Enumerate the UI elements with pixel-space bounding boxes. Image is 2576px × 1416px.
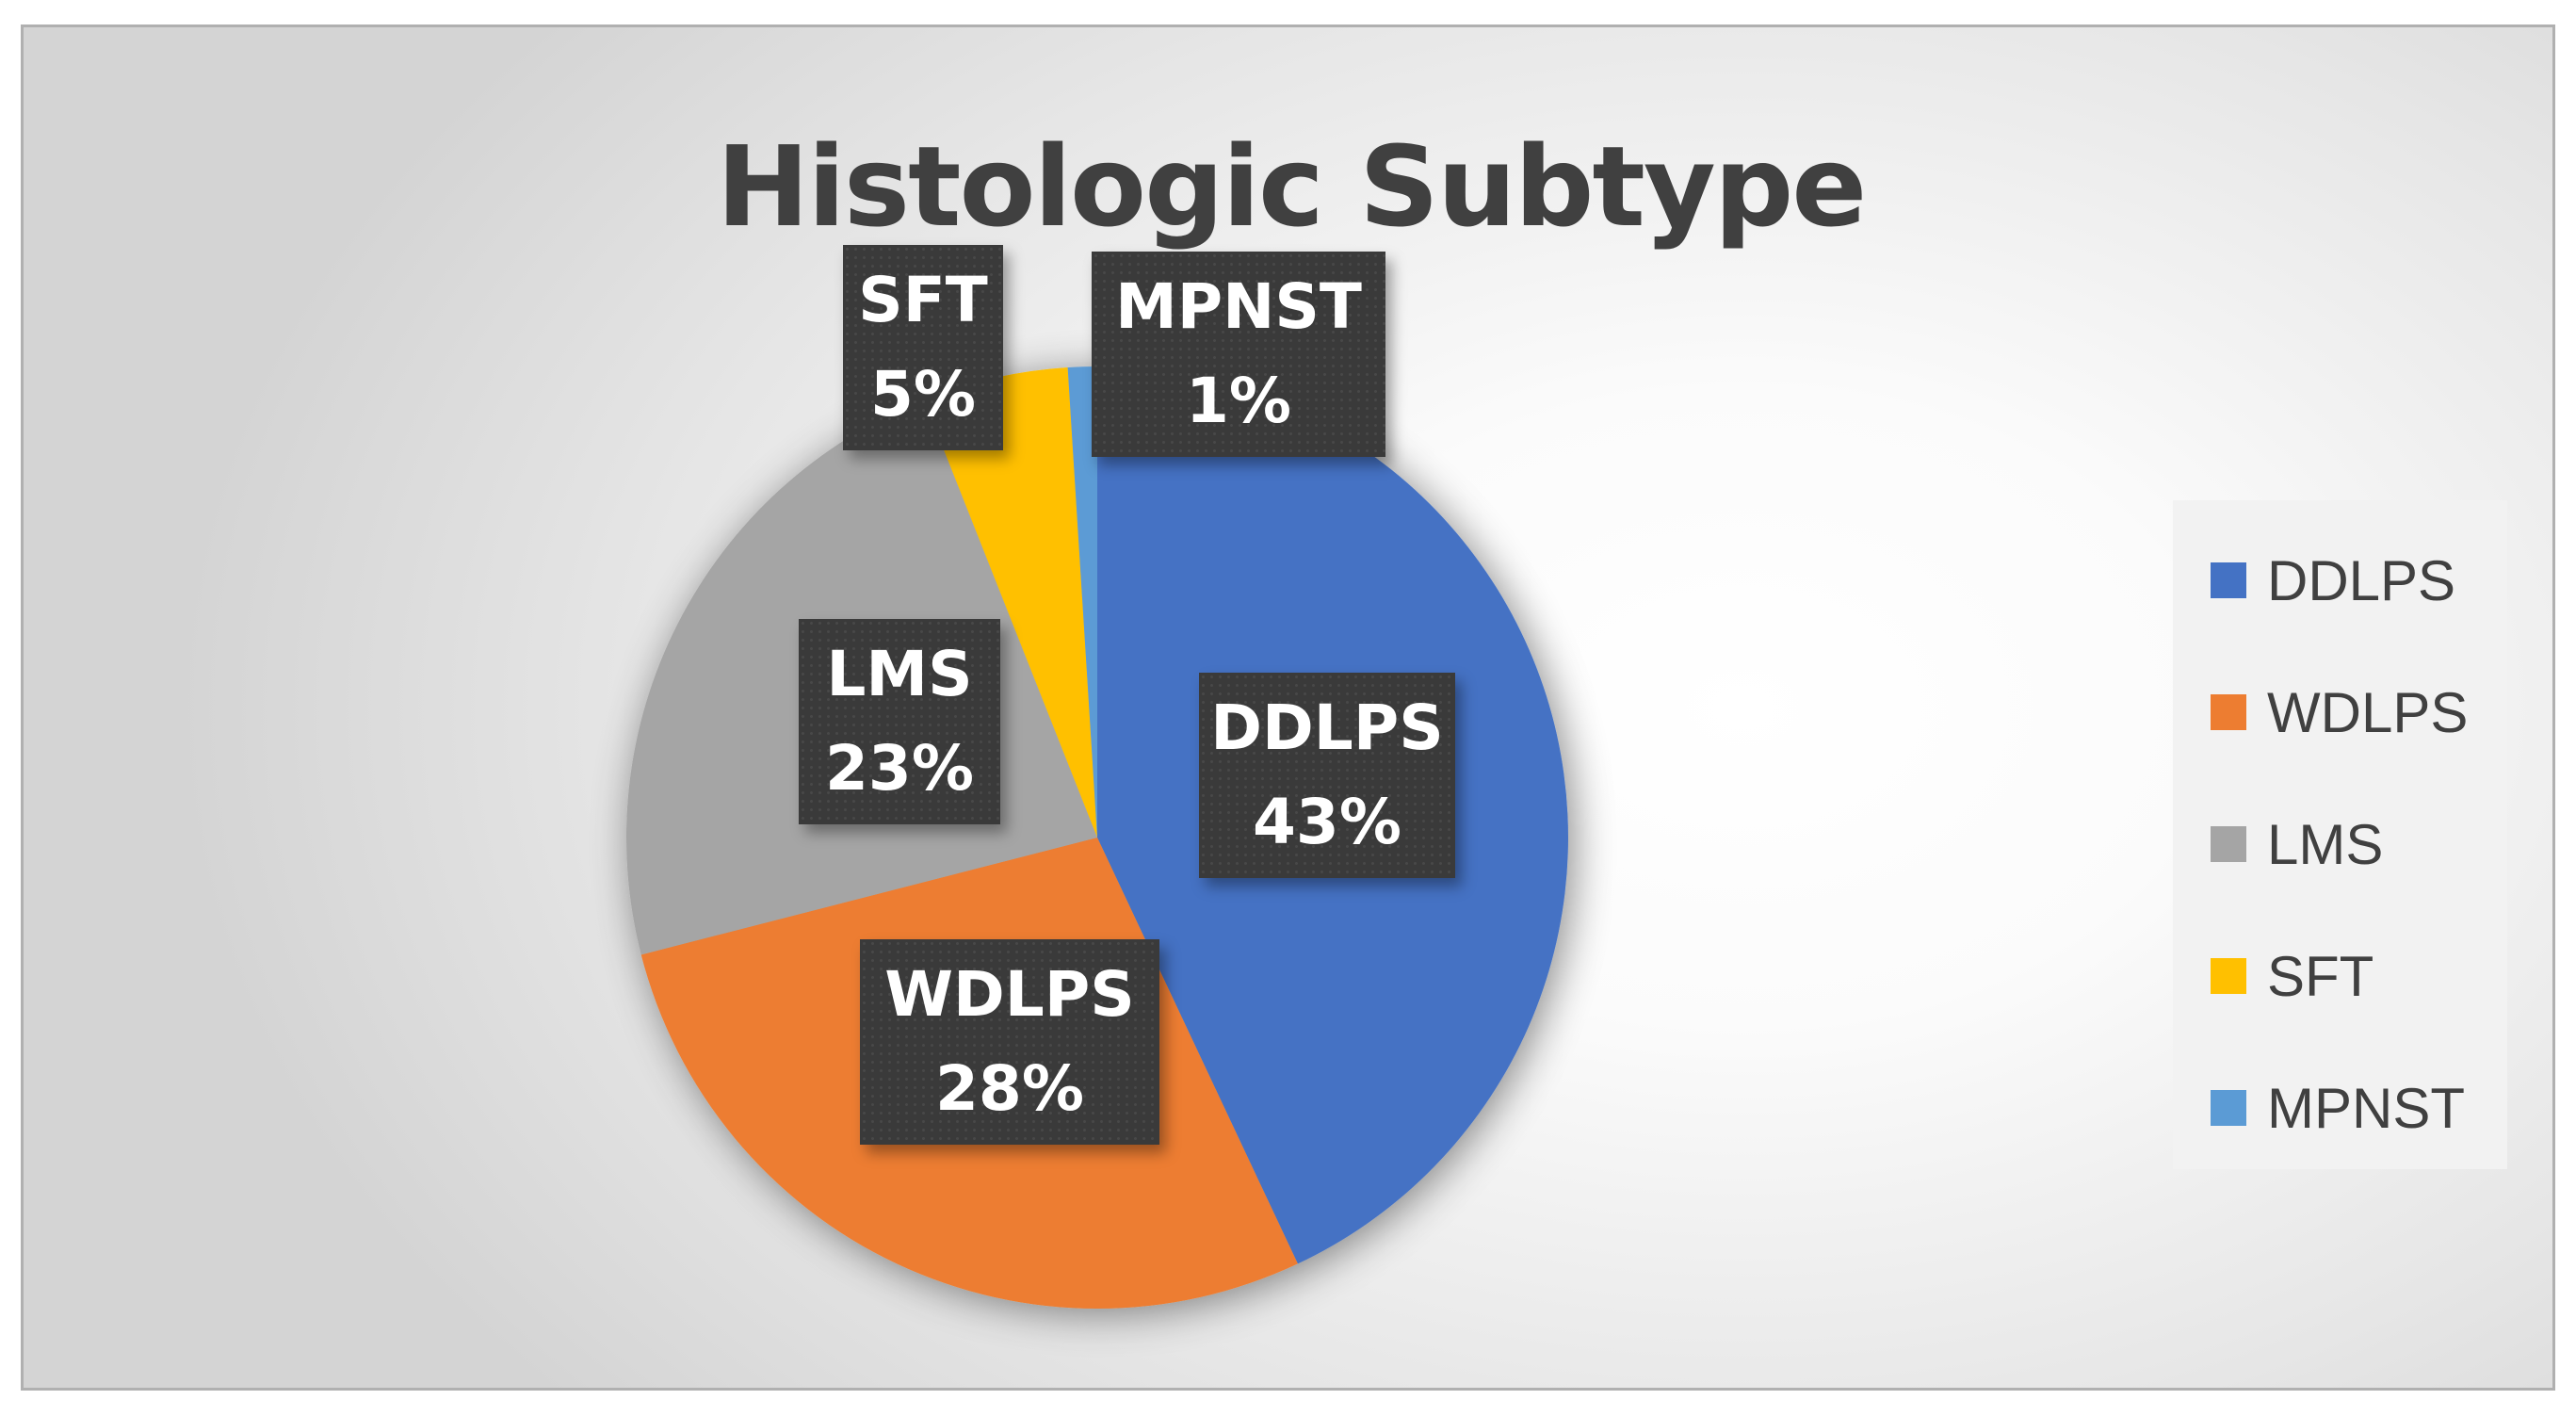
data-label-value-mpnst: 1% bbox=[1185, 365, 1292, 437]
legend-swatch-lms bbox=[2211, 826, 2246, 862]
data-label-ddlps: DDLPS 43% bbox=[1199, 673, 1455, 878]
legend-label-lms: LMS bbox=[2267, 812, 2384, 876]
legend-label-mpnst: MPNST bbox=[2267, 1076, 2465, 1140]
legend-swatch-ddlps bbox=[2211, 562, 2246, 598]
pie-slice-sft bbox=[923, 366, 1097, 838]
chart-title: Histologic Subtype bbox=[716, 122, 1868, 252]
data-label-name-wdlps: WDLPS bbox=[884, 958, 1135, 1031]
data-label-name-ddlps: DDLPS bbox=[1210, 692, 1444, 764]
chart-legend: DDLPS WDLPS LMS SFT MPNST bbox=[2173, 500, 2507, 1169]
legend-item-mpnst: MPNST bbox=[2211, 1066, 2465, 1150]
legend-item-lms: LMS bbox=[2211, 802, 2383, 887]
data-label-mpnst: MPNST 1% bbox=[1092, 252, 1385, 457]
legend-label-wdlps: WDLPS bbox=[2267, 680, 2469, 744]
legend-swatch-wdlps bbox=[2211, 694, 2246, 730]
data-label-sft: SFT 5% bbox=[843, 245, 1003, 450]
legend-item-sft: SFT bbox=[2211, 934, 2373, 1018]
data-label-lms: LMS 23% bbox=[799, 619, 1000, 824]
chart-frame: Histologic Subtype DDLPS 43% WDLPS 28% LMS 23… bbox=[21, 24, 2555, 1391]
legend-item-ddlps: DDLPS bbox=[2211, 538, 2455, 623]
data-label-value-wdlps: 28% bbox=[935, 1052, 1084, 1125]
legend-swatch-sft bbox=[2211, 958, 2246, 994]
data-label-value-lms: 23% bbox=[825, 732, 974, 805]
data-label-name-sft: SFT bbox=[858, 264, 988, 336]
legend-label-sft: SFT bbox=[2267, 944, 2374, 1008]
pie-slice-mpnst bbox=[1067, 366, 1097, 838]
data-label-wdlps: WDLPS 28% bbox=[860, 939, 1159, 1145]
data-label-name-lms: LMS bbox=[826, 638, 973, 710]
data-label-value-ddlps: 43% bbox=[1253, 786, 1401, 858]
legend-label-ddlps: DDLPS bbox=[2267, 548, 2456, 612]
legend-swatch-mpnst bbox=[2211, 1090, 2246, 1126]
data-label-name-mpnst: MPNST bbox=[1115, 270, 1362, 343]
legend-item-wdlps: WDLPS bbox=[2211, 670, 2468, 755]
data-label-value-sft: 5% bbox=[869, 358, 977, 431]
